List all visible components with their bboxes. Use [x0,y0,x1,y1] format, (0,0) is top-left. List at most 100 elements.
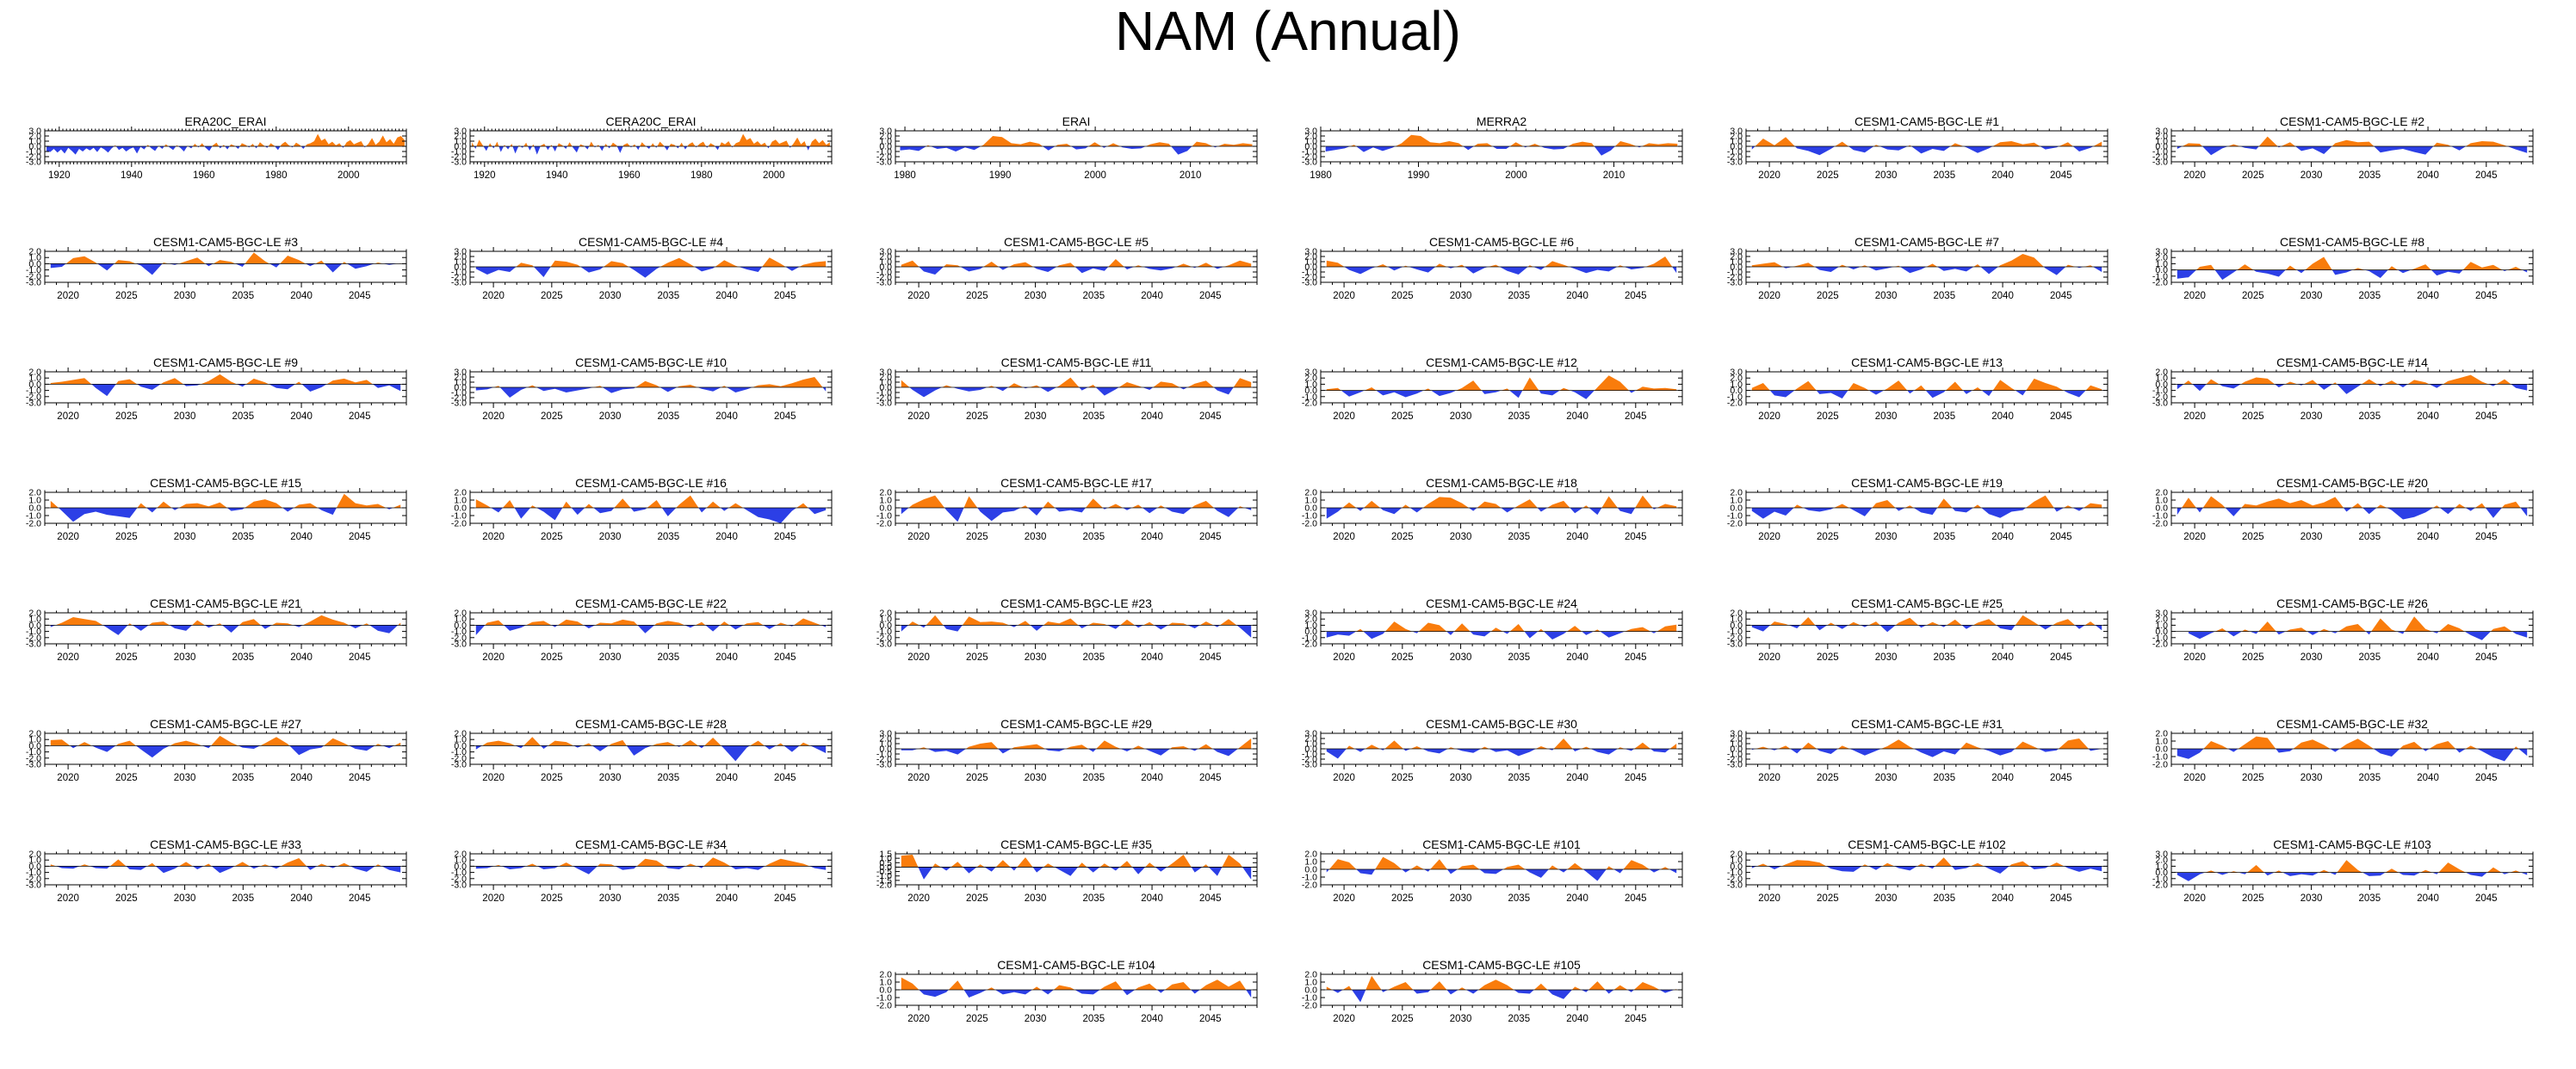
y-tick-label: 1.0 [454,615,467,625]
y-tick-label: -1.0 [1727,268,1743,278]
nam-panel: CESM1-CAM5-BGC-LE #10-3.0-2.0-1.00.01.02… [451,355,833,422]
y-tick-label: -2.0 [1302,755,1317,765]
y-tick-label: 1.0 [879,137,892,147]
panel-title: CESM1-CAM5-BGC-LE #4 [579,235,723,249]
y-tick-label: -2.0 [1727,273,1743,283]
x-tick-label: 2030 [1450,773,1472,783]
x-tick-label: 2020 [1758,411,1780,422]
panel-title: CESM1-CAM5-BGC-LE #13 [1851,355,2003,369]
x-tick-label: 2020 [482,411,505,422]
negative-area [1326,631,1657,640]
y-tick-label: 2.0 [454,252,467,263]
y-tick-label: -1.0 [2152,511,2168,522]
x-tick-label: 2040 [715,532,738,542]
x-tick-label: 2045 [1625,411,1647,422]
y-tick-label: -2.0 [26,519,41,529]
panel-title: CESM1-CAM5-BGC-LE #17 [1000,476,1152,490]
y-tick-label: -1.0 [2152,633,2168,643]
y-tick-label: 2.0 [879,373,892,383]
x-tick-label: 2030 [1875,893,1898,904]
positive-area [493,377,823,387]
x-tick-label: 2040 [1566,532,1588,542]
nam-panel: CESM1-CAM5-BGC-LE #22-3.0-2.0-1.00.01.02… [451,596,833,663]
y-tick-label: 2.0 [879,252,892,263]
y-tick-label: -3.0 [451,881,467,891]
x-tick-label: 2040 [1991,411,2014,422]
x-tick-label: 2045 [1199,652,1222,663]
y-tick-label: 0.0 [28,142,41,152]
x-tick-label: 2045 [1625,652,1647,663]
x-tick-label: 2025 [966,773,988,783]
x-tick-label: 2045 [2050,893,2072,904]
y-tick-label: 3.0 [879,247,892,257]
y-tick-label: 1.0 [1304,257,1317,268]
negative-area [1769,390,2086,399]
x-tick-label: 2020 [1758,532,1780,542]
panel-title: CESM1-CAM5-BGC-LE #2 [2280,114,2424,128]
x-tick-label: 1960 [618,170,641,181]
y-tick-label: -2.0 [26,874,41,884]
positive-area [50,374,374,385]
x-tick-label: 2030 [1025,291,1047,301]
x-tick-label: 2035 [2359,652,2381,663]
x-tick-label: 2025 [541,291,563,301]
x-tick-label: 2035 [232,411,255,422]
panel-title: CESM1-CAM5-BGC-LE #29 [1000,717,1152,731]
negative-area [2177,384,2528,394]
y-tick-label: 1.0 [1730,856,1743,866]
x-tick-label: 2035 [1934,532,1956,542]
x-tick-label: 2035 [1083,652,1105,663]
y-tick-label: 1.0 [454,856,467,866]
positive-area [2205,860,2521,873]
y-tick-label: 2.0 [1304,488,1317,498]
y-tick-label: 3.0 [1730,368,1743,378]
x-tick-label: 2025 [115,893,138,904]
nam-panel: CESM1-CAM5-BGC-LE #20 -2.0-1.00.01.02.0 20… [2152,476,2534,542]
x-tick-label: 2030 [599,893,622,904]
y-tick-label: 1.0 [28,615,41,625]
positive-area [2203,736,2519,749]
x-tick-label: 2045 [1625,291,1647,301]
y-tick-label: 1.0 [28,137,41,147]
y-tick-label: -1.0 [451,511,467,522]
x-tick-label: 2020 [907,411,930,422]
y-tick-label: -1.0 [26,868,41,878]
y-tick-label: 3.0 [879,729,892,739]
y-tick-label: 1.0 [879,854,892,864]
y-tick-label: 1.0 [454,496,467,506]
x-tick-label: 2020 [907,1014,930,1024]
x-tick-label: 2035 [1508,411,1531,422]
y-tick-label: 1.0 [1730,615,1743,625]
x-tick-label: 2040 [715,411,738,422]
positive-area [50,493,401,508]
y-tick-label: 1.0 [2155,496,2168,506]
y-tick-label: -1.0 [451,868,467,878]
x-tick-label: 2045 [1625,1014,1647,1024]
y-tick-label: -2.0 [876,519,892,529]
negative-area [918,867,1252,880]
x-tick-label: 2040 [715,773,738,783]
y-tick-label: 2.0 [1730,734,1743,745]
nam-panel: MERRA2 -3.0-2.0-1.00.01.02.03.0 1980 1990 20… [1302,114,1683,181]
y-tick-label: -2.0 [876,393,892,404]
x-tick-label: 2035 [1934,893,1956,904]
x-tick-label: 2025 [966,1014,988,1024]
y-tick-label: -1.5 [876,875,892,886]
x-tick-label: 2035 [2359,773,2381,783]
y-tick-label: -3.0 [451,399,467,409]
positive-area [908,615,1237,626]
plot-frame [1320,371,1683,404]
negative-area [50,263,397,275]
y-tick-label: 0.0 [1304,142,1317,152]
y-tick-label: 1.0 [1304,739,1317,750]
y-tick-label: -1.0 [2152,271,2168,281]
plot-frame [469,612,833,645]
x-tick-label: 2025 [1817,170,1839,181]
y-tick-label: 2.0 [28,247,41,257]
x-tick-label: 2040 [2417,411,2439,422]
x-tick-label: 2025 [1391,893,1414,904]
x-tick-label: 2040 [290,532,313,542]
x-tick-label: 1980 [265,170,288,181]
positive-area [1326,375,1677,391]
x-tick-label: 2020 [482,652,505,663]
